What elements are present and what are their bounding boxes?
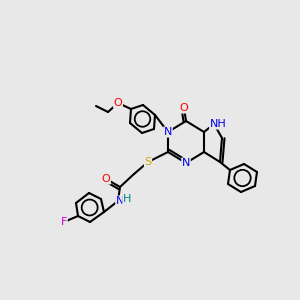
Text: N: N — [164, 127, 172, 137]
Text: S: S — [144, 157, 152, 167]
Text: O: O — [102, 174, 110, 184]
Text: H: H — [123, 194, 131, 204]
Text: O: O — [114, 98, 122, 108]
Text: N: N — [182, 158, 190, 168]
Text: O: O — [180, 103, 188, 113]
Text: NH: NH — [210, 119, 226, 129]
Text: N: N — [116, 196, 124, 206]
Text: F: F — [61, 217, 67, 227]
